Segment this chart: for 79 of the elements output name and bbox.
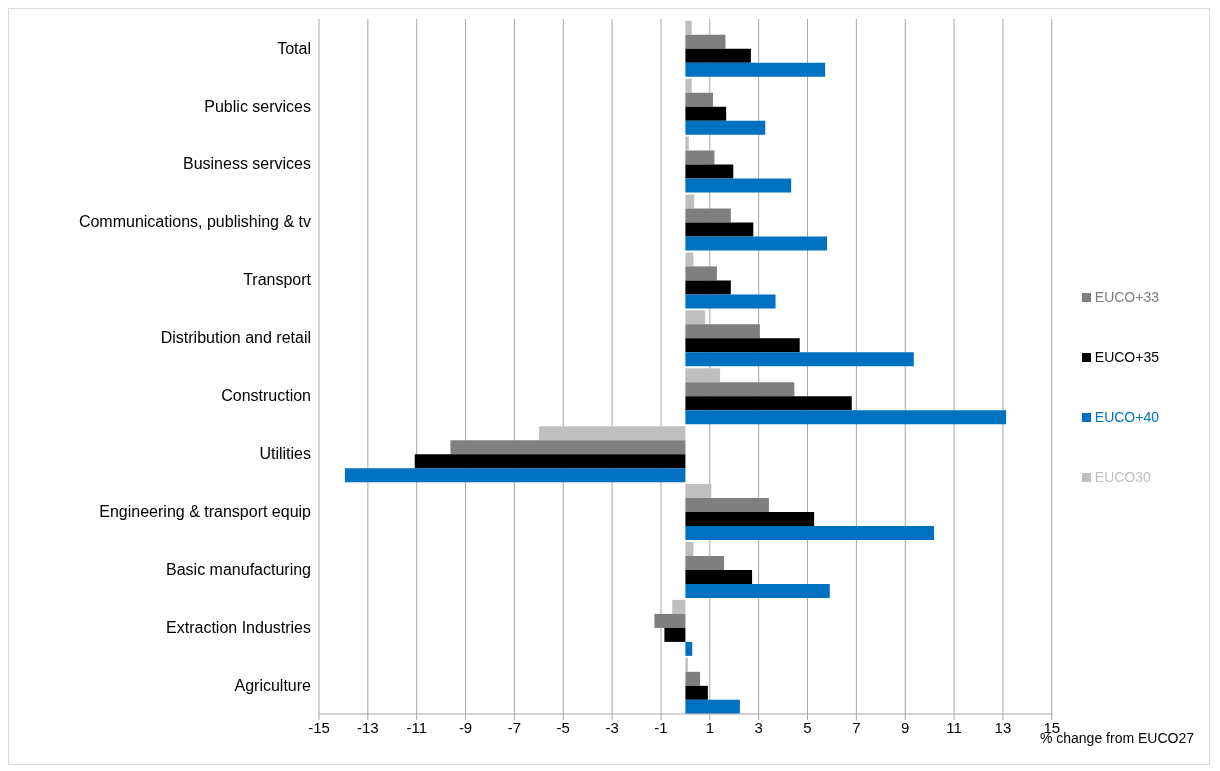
bar <box>685 382 795 397</box>
bar <box>685 541 694 556</box>
bar <box>685 368 721 383</box>
y-tick-label: Public services <box>204 97 311 115</box>
bar <box>685 526 935 541</box>
bar <box>685 352 914 367</box>
bar <box>685 280 731 295</box>
x-tick-label: -7 <box>507 718 522 736</box>
bar <box>685 294 776 309</box>
x-tick-label: -3 <box>605 718 619 736</box>
bar <box>685 236 828 251</box>
y-tick-label: Communications, publishing & tv <box>78 213 311 231</box>
x-tick-label: 5 <box>803 718 812 736</box>
x-tick-label: -5 <box>556 718 570 736</box>
x-tick-label: 3 <box>754 718 763 736</box>
x-tick-label: -15 <box>308 718 330 736</box>
bar <box>685 164 734 179</box>
y-tick-label: Construction <box>221 387 311 405</box>
bar <box>414 454 686 469</box>
legend-label: EUCO+40 <box>1094 408 1159 425</box>
y-tick-label: Basic manufacturing <box>166 560 311 578</box>
bar <box>539 426 686 441</box>
bar <box>685 20 692 35</box>
bar <box>685 555 724 570</box>
bar <box>654 613 686 628</box>
bar <box>685 106 727 121</box>
bar <box>685 498 769 513</box>
bar <box>685 512 815 527</box>
bar <box>685 641 693 656</box>
y-tick-label: Total <box>277 39 311 57</box>
bar <box>685 583 830 598</box>
y-tick-label: Distribution and retail <box>160 329 311 347</box>
bar <box>685 324 760 339</box>
x-tick-label: 7 <box>852 718 861 736</box>
bar <box>685 484 712 499</box>
x-tick-label: 13 <box>994 718 1012 736</box>
legend-label: EUCO30 <box>1094 468 1151 485</box>
bar <box>685 136 689 151</box>
x-tick-label: -9 <box>458 718 473 736</box>
x-tick-label: 1 <box>705 718 714 736</box>
bar <box>685 178 792 193</box>
bar <box>685 699 740 714</box>
bar <box>685 194 695 209</box>
y-tick-label: Agriculture <box>234 676 312 694</box>
legend-label: EUCO+35 <box>1094 348 1159 365</box>
bar <box>685 120 766 135</box>
bar <box>672 599 686 614</box>
y-tick-label: Business services <box>182 155 311 173</box>
bar <box>685 396 852 411</box>
bar <box>685 266 717 281</box>
bar <box>685 150 715 165</box>
x-tick-label: 11 <box>946 718 962 736</box>
bar <box>344 468 686 483</box>
bar <box>685 410 1007 425</box>
y-tick-label: Transport <box>243 271 312 289</box>
bar <box>685 685 708 700</box>
bar <box>685 569 753 584</box>
bar <box>685 208 731 223</box>
y-tick-label: Extraction Industries <box>166 618 311 636</box>
x-tick-label: -11 <box>406 718 427 736</box>
y-tick-label: Utilities <box>259 445 311 463</box>
legend-label: EUCO+33 <box>1094 288 1159 305</box>
bar <box>685 222 754 237</box>
bar <box>685 657 688 672</box>
bar <box>685 671 701 686</box>
bar <box>664 627 686 642</box>
y-tick-label: Engineering & transport equip <box>99 502 312 520</box>
bar <box>450 440 686 455</box>
x-tick-label: 9 <box>901 718 910 736</box>
bar <box>685 34 726 49</box>
bar <box>685 92 713 107</box>
bar <box>685 252 694 267</box>
bar <box>685 62 826 77</box>
bar <box>685 338 800 353</box>
x-tick-label: -1 <box>654 718 668 736</box>
bar <box>685 310 706 325</box>
bar <box>685 48 751 63</box>
x-tick-label: -13 <box>357 718 379 736</box>
bar <box>685 78 692 93</box>
